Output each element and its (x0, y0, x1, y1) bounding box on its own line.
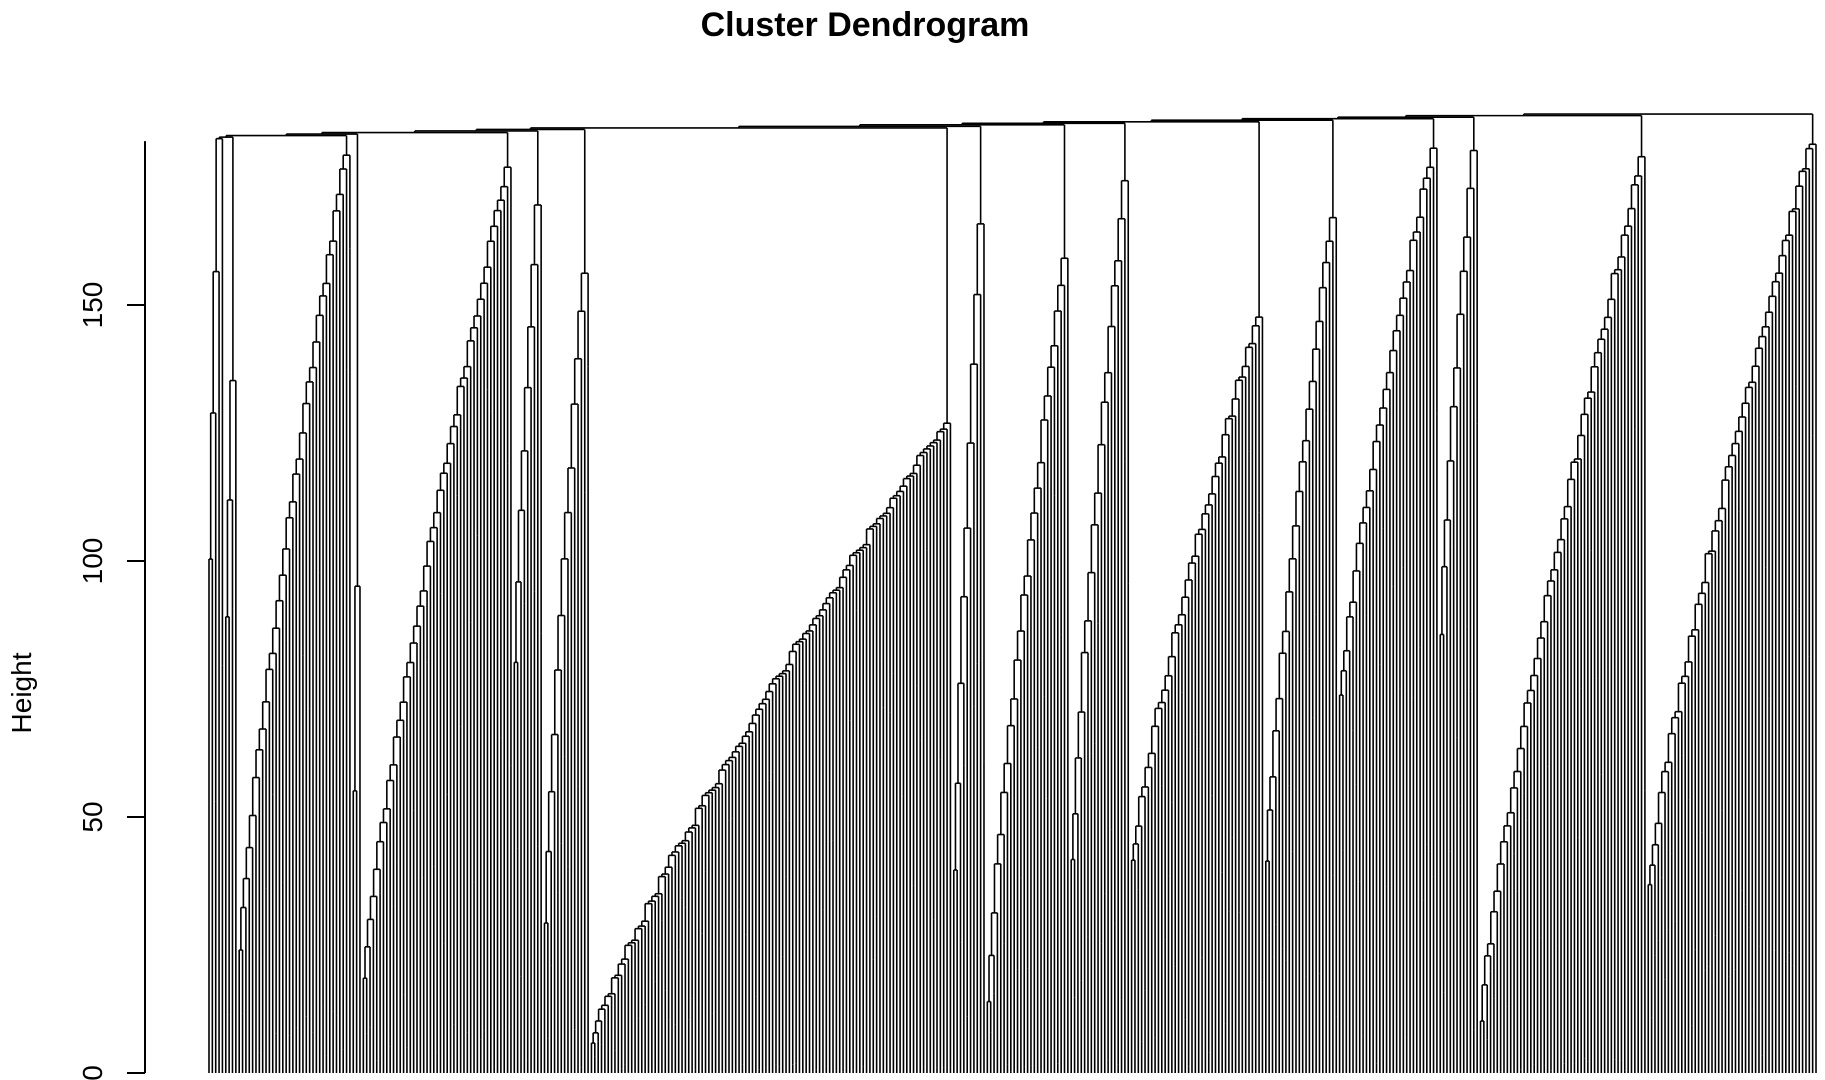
y-tick-label: 0 (77, 1065, 108, 1080)
y-tick-label: 100 (77, 538, 108, 585)
chart-title: Cluster Dendrogram (701, 6, 1030, 44)
y-axis: 0 50 100 150 (77, 141, 146, 1080)
y-axis-label: Height (6, 652, 37, 733)
y-tick-label: 150 (77, 282, 108, 329)
y-tick-label: 50 (77, 801, 108, 832)
dendrogram-tree (208, 113, 1817, 1073)
